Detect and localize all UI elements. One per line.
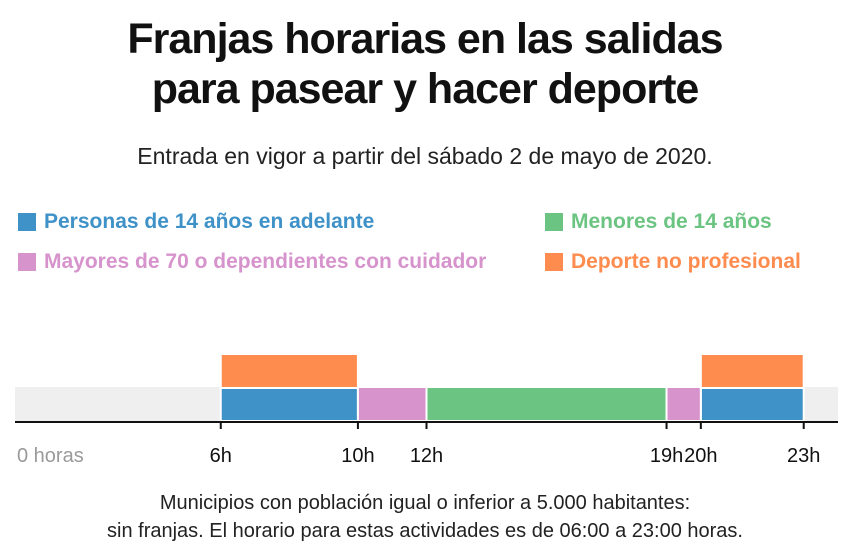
x-tick-label-5: 20h (684, 445, 717, 467)
legend-swatch-deporte (545, 253, 563, 271)
x-tick-label-1: 6h (210, 445, 232, 467)
footnote-line-2: sin franjas. El horario para estas activ… (107, 520, 743, 542)
legend-swatch-mayores-70 (18, 253, 36, 271)
bar-series-1-interval-0 (425, 386, 668, 422)
legend-label-deporte: Deporte no profesional (571, 250, 801, 273)
x-tick-label-3: 12h (410, 445, 443, 467)
footnote-line-1: Municipios con población igual o inferio… (159, 492, 691, 514)
legend-item-deporte: Deporte no profesional (545, 250, 801, 274)
x-tick-label-6: 23h (787, 445, 820, 467)
bar-series-0-interval-0 (219, 386, 359, 422)
timeline-chart: 0 horas 6h 10h 12h 19h 20h 23h (15, 353, 838, 467)
legend-item-mayores-70: Mayores de 70 o dependientes con cuidado… (18, 250, 486, 274)
legend-label-personas-14: Personas de 14 años en adelante (44, 210, 375, 233)
chart-title-line-2: para pasear y hacer deporte (151, 65, 700, 113)
x-tick-label-0: 0 horas (17, 445, 84, 467)
chart-title: Franjas horarias en las salidas para pas… (0, 14, 850, 114)
bar-series-3-interval-0 (219, 353, 359, 389)
legend-label-mayores-70: Mayores de 70 o dependientes con cuidado… (44, 250, 487, 273)
bar-series-0-interval-1 (699, 386, 805, 422)
legend-item-personas-14: Personas de 14 años en adelante (18, 210, 374, 234)
x-tick-label-2: 10h (341, 445, 374, 467)
legend-swatch-menores-14 (545, 213, 563, 231)
legend-item-menores-14: Menores de 14 años (545, 210, 772, 234)
footnote: Municipios con población igual o inferio… (0, 489, 850, 545)
chart-subtitle: Entrada en vigor a partir del sábado 2 d… (137, 143, 713, 169)
x-tick-label-4: 19h (650, 445, 683, 467)
bar-series-2-interval-1 (665, 386, 702, 422)
bar-series-3-interval-1 (699, 353, 805, 389)
bar-series-2-interval-0 (356, 386, 428, 422)
chart-title-line-1: Franjas horarias en las salidas (127, 15, 723, 63)
legend-label-menores-14: Menores de 14 años (571, 210, 772, 233)
legend-swatch-personas-14 (18, 213, 36, 231)
